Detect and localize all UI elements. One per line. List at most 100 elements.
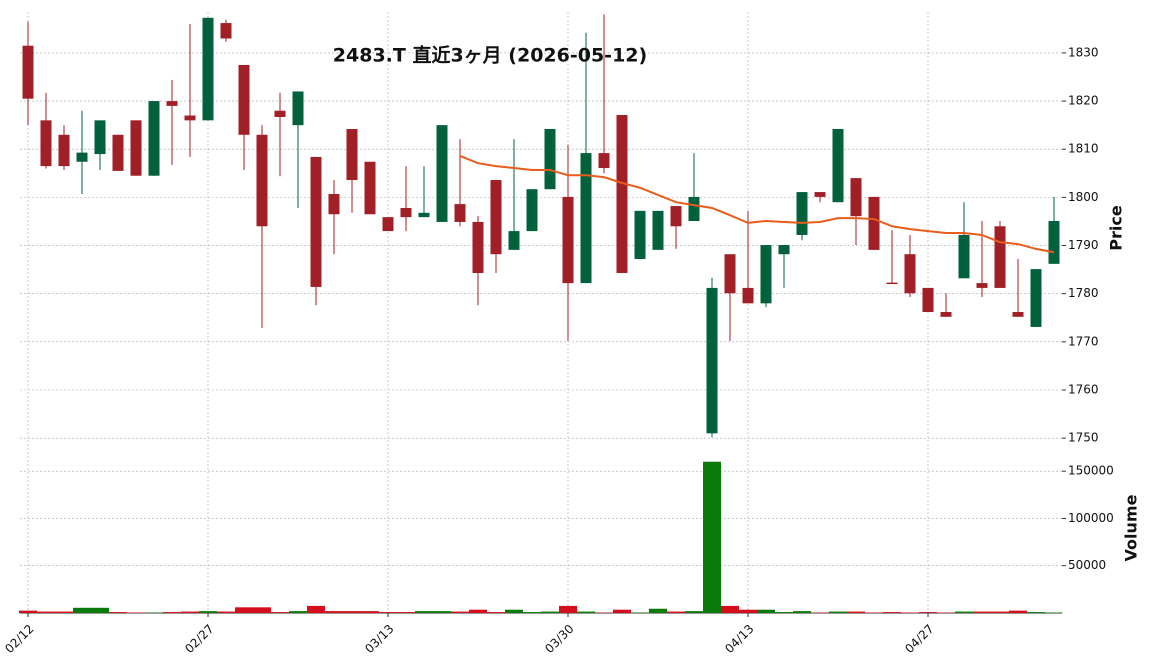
moving-average-line <box>459 155 1055 254</box>
candle-body <box>562 196 574 284</box>
volume-bar <box>487 612 505 613</box>
x-tick-label: 03/13 <box>362 622 396 656</box>
y-axis-label: Price <box>1107 205 1126 251</box>
candle-body <box>184 115 196 121</box>
y-tick-label: 1800 <box>1068 190 1099 204</box>
volume-bar <box>19 610 37 613</box>
candle-body <box>616 115 628 273</box>
volume-bar <box>523 612 541 613</box>
volume-tick-label: 100000 <box>1068 511 1114 525</box>
chart-title: 2483.T 直近3ヶ月 (2026-05-12) <box>333 44 647 67</box>
volume-bar <box>973 611 991 613</box>
volume-bar <box>451 611 469 613</box>
y-tick-label: 1780 <box>1068 286 1099 300</box>
candle-body <box>724 254 736 294</box>
x-tick-label: 03/30 <box>542 622 576 656</box>
volume-bar <box>163 612 181 613</box>
volume-bar <box>991 611 1009 613</box>
volume-bar <box>955 611 973 613</box>
volume-bar <box>181 611 199 613</box>
volume-bar <box>739 609 757 613</box>
volume-bar <box>217 611 235 613</box>
candle-body <box>958 234 970 279</box>
volume-bar <box>433 611 451 613</box>
candle-body <box>814 192 826 197</box>
candle-body <box>994 226 1006 288</box>
candle-body <box>346 129 358 181</box>
y-tick-label: 1770 <box>1068 334 1099 348</box>
candle-body <box>364 161 376 215</box>
candle-body <box>58 134 70 167</box>
candle-body <box>166 101 178 106</box>
candle-body <box>688 196 700 221</box>
volume-bar <box>37 611 55 613</box>
candle-body <box>202 17 214 121</box>
candle-body <box>544 129 556 190</box>
candle-body <box>526 189 538 232</box>
volume-tick-label: 150000 <box>1068 464 1114 478</box>
candle-body <box>976 283 988 288</box>
volume-bar <box>847 611 865 613</box>
volume-bar <box>307 605 325 613</box>
candle-body <box>472 221 484 273</box>
volume-bar <box>541 611 559 613</box>
volume-bar <box>199 611 217 613</box>
volume-bar <box>793 611 811 613</box>
candle-body <box>1030 269 1042 327</box>
volume-bar <box>919 612 937 613</box>
candle-body <box>1012 311 1024 317</box>
volume-bar <box>703 461 721 613</box>
volume-bar <box>649 608 667 613</box>
volume-bar <box>505 609 523 613</box>
y-tick-label: 1790 <box>1068 238 1099 252</box>
candle-body <box>76 152 88 162</box>
y-tick-label: 1760 <box>1068 382 1099 396</box>
y-tick-label: 1830 <box>1068 45 1099 59</box>
candle-body <box>22 45 34 99</box>
candle-body <box>508 231 520 250</box>
volume-bar <box>397 612 415 613</box>
candle-body <box>382 217 394 232</box>
candle-body <box>490 180 502 255</box>
volume-bar <box>1027 612 1045 613</box>
volume-bar <box>469 609 487 613</box>
volume-bar <box>1009 610 1027 613</box>
volume-axis-label: Volume <box>1122 494 1141 561</box>
candle-body <box>310 156 322 287</box>
volume-bar <box>343 611 361 613</box>
volume-bar <box>289 611 307 613</box>
candle-body <box>940 311 952 317</box>
candle-body <box>760 245 772 304</box>
candle-body <box>130 120 142 176</box>
candle-body <box>1048 220 1060 264</box>
candle-body <box>670 206 682 227</box>
candle-body <box>40 120 52 167</box>
candle-body <box>886 282 898 285</box>
candle-body <box>454 204 466 222</box>
volume-bar <box>55 611 73 613</box>
volume-tick-label: 50000 <box>1068 558 1106 572</box>
candle-body <box>580 153 592 284</box>
x-tick-label: 04/13 <box>722 622 756 656</box>
candle-body <box>328 194 340 215</box>
candle-body <box>220 23 232 39</box>
candle-body <box>238 64 250 135</box>
candle-body <box>868 196 880 250</box>
volume-bar <box>271 612 289 613</box>
volume-bar <box>613 609 631 613</box>
candle-body <box>778 245 790 255</box>
candle-body <box>274 110 286 117</box>
volume-bar <box>91 607 109 613</box>
candle-body <box>148 101 160 176</box>
candle-body <box>598 153 610 169</box>
volume-bar <box>73 607 91 613</box>
volume-bar <box>883 612 901 613</box>
candle-body <box>634 210 646 260</box>
y-tick-label: 1750 <box>1068 431 1099 445</box>
volume-bar <box>109 612 127 613</box>
candle-body <box>292 91 304 126</box>
candle-body <box>112 134 124 171</box>
candle-body <box>256 134 268 227</box>
candle-body <box>400 207 412 218</box>
volume-bar <box>361 611 379 613</box>
